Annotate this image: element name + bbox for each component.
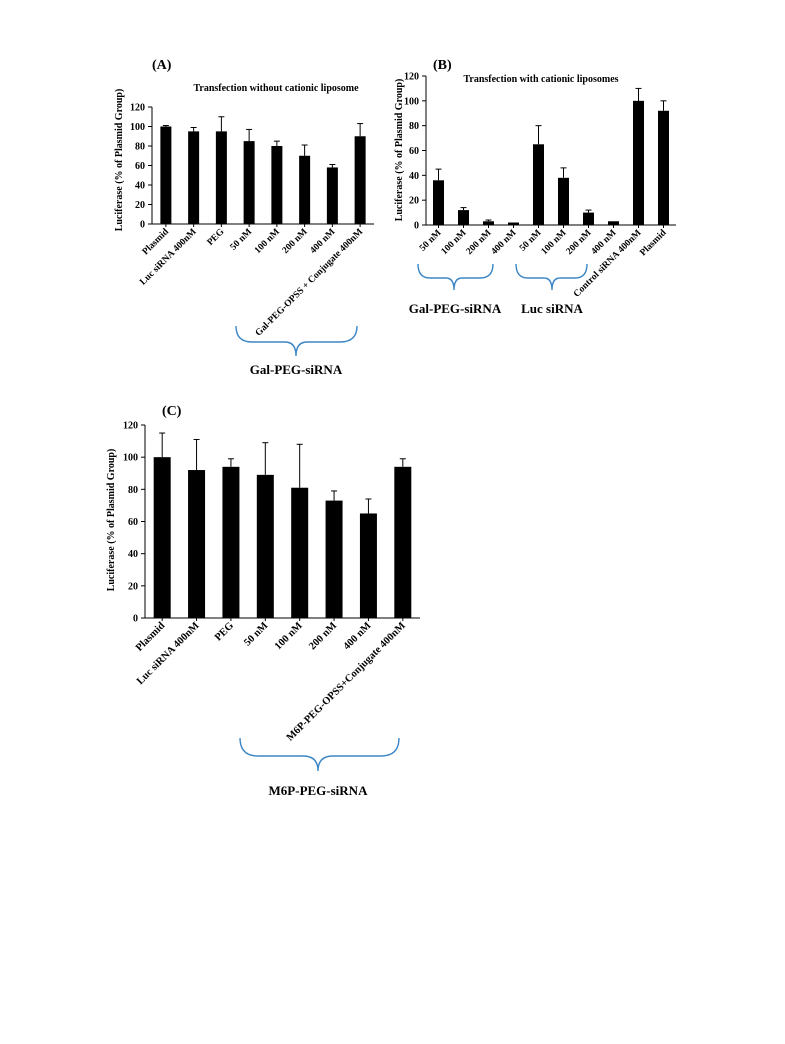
panel-b-bars (433, 87, 669, 225)
bar (608, 221, 619, 225)
y-tick-label: 120 (404, 72, 419, 83)
bar (215, 131, 227, 224)
bar (325, 500, 343, 618)
x-tick-label: Plasmid (638, 228, 669, 259)
y-tick-label: 100 (404, 96, 419, 107)
bar (153, 457, 171, 618)
y-tick-label: 60 (135, 161, 145, 172)
y-tick-label: 40 (128, 549, 138, 560)
x-tick-label: PEG (206, 227, 227, 248)
bar (508, 222, 519, 225)
bar (633, 100, 644, 225)
y-tick-label: 0 (140, 220, 145, 231)
y-tick-label: 100 (123, 453, 138, 464)
panel-c-group-bracket (239, 737, 400, 772)
panel-c-group-label: M6P-PEG-siRNA (269, 783, 369, 798)
bar (533, 144, 544, 225)
panel-b-group-bracket-luc (515, 263, 588, 291)
y-tick-label: 120 (130, 103, 145, 114)
y-tick-label: 40 (409, 171, 419, 182)
panel-b-label: (B) (433, 58, 452, 73)
bar (558, 177, 569, 225)
y-tick-label: 40 (135, 181, 145, 192)
bar (243, 141, 255, 224)
panel-c-bars (153, 432, 412, 618)
y-tick-label: 120 (123, 421, 138, 432)
panel-a-group-bracket (235, 325, 358, 357)
bar (483, 221, 494, 225)
x-tick-label: 50 nM (229, 227, 255, 253)
bar (271, 146, 283, 224)
x-tick-label: 100 nM (253, 227, 282, 256)
panel-b-group-label-gal: Gal-PEG-siRNA (409, 301, 502, 316)
x-tick-label: 200 nM (465, 228, 494, 257)
bar (188, 470, 206, 618)
bar (433, 180, 444, 225)
bar (299, 155, 311, 224)
chart-panel-b: (B) Transfection with cationic liposomes… (394, 58, 676, 316)
bar (291, 487, 309, 618)
panel-b-group-bracket-gal (417, 263, 494, 291)
y-tick-label: 80 (135, 142, 145, 153)
bar (359, 513, 377, 618)
bar (583, 212, 594, 225)
x-tick-label: 200 nM (281, 227, 310, 256)
bar (394, 466, 412, 618)
y-tick-label: 80 (409, 121, 419, 132)
y-tick-label: 20 (409, 196, 419, 207)
y-tick-label: 20 (135, 200, 145, 211)
panel-a-title: Transfection without cationic liposome (193, 83, 359, 94)
panel-c-label: (C) (162, 404, 182, 419)
panel-b-group-label-luc: Luc siRNA (521, 301, 583, 316)
x-tick-label: 200 nM (565, 228, 594, 257)
x-tick-label: 200 nM (307, 620, 339, 652)
y-tick-label: 60 (409, 146, 419, 157)
x-tick-label: 50 nM (242, 620, 270, 648)
bar (222, 466, 240, 618)
x-tick-label: 400 nM (342, 620, 374, 652)
y-tick-label: 60 (128, 517, 138, 528)
panel-b-y-axis-label: Luciferase (% of Plasmid Group) (394, 79, 405, 222)
x-tick-label: 100 nM (540, 228, 569, 257)
y-tick-label: 0 (414, 221, 419, 232)
bar (160, 126, 172, 224)
x-tick-label: Plasmid (134, 620, 167, 653)
x-tick-label: 100 nM (440, 228, 469, 257)
panel-a-bars (160, 116, 366, 224)
y-tick-label: 0 (133, 614, 138, 625)
panel-a-label: (A) (152, 58, 172, 73)
x-tick-label: PEG (213, 620, 236, 643)
x-tick-label: 400 nM (490, 228, 519, 257)
bar (354, 136, 366, 224)
chart-panel-a: (A) Transfection without cationic liposo… (114, 58, 374, 377)
panel-c-y-axis-label: Luciferase (% of Plasmid Group) (106, 449, 117, 592)
bar (188, 131, 200, 224)
panel-a-y-axis-label: Luciferase (% of Plasmid Group) (114, 89, 125, 232)
y-tick-label: 20 (128, 581, 138, 592)
panel-b-title: Transfection with cationic liposomes (463, 74, 618, 85)
chart-panel-c: (C) Luciferase (% of Plasmid Group) 0 20 4… (106, 404, 420, 798)
bar (256, 474, 274, 618)
x-tick-label: Luc siRNA 400nM (135, 620, 202, 687)
panel-a-group-label: Gal-PEG-siRNA (250, 362, 343, 377)
y-tick-label: 100 (130, 122, 145, 133)
y-tick-label: 80 (128, 485, 138, 496)
bar (458, 210, 469, 225)
bar (658, 110, 669, 225)
x-tick-label: 100 nM (273, 620, 305, 652)
bar (326, 167, 338, 224)
